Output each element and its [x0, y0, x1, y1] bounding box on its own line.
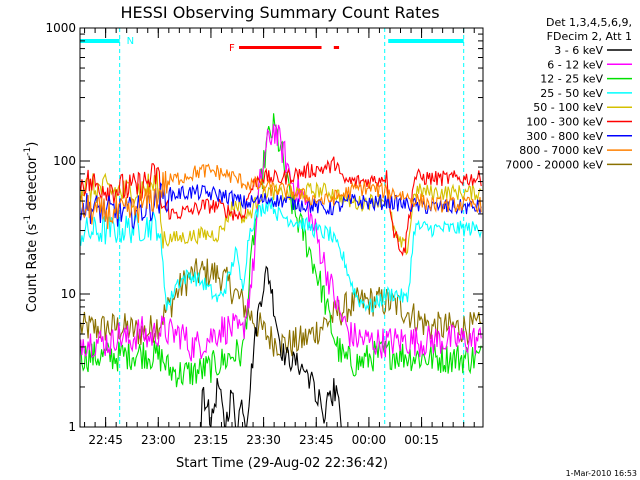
x-tick-label: 23:45 [299, 433, 334, 447]
y-tick-label: 1000 [45, 21, 76, 35]
series-line-800-7000keV [80, 163, 482, 230]
y-axis-title-main: Count Rate (s [25, 224, 40, 313]
legend-entry-label: 800 - 7000 keV [519, 144, 603, 157]
x-tick-label: 23:30 [246, 433, 281, 447]
legend-entry-label: 300 - 800 keV [526, 130, 603, 143]
x-tick-label: 00:00 [352, 433, 387, 447]
y-tick-label: 10 [61, 287, 76, 301]
legend-entry-label: 12 - 25 keV [540, 73, 603, 86]
legend-entry-label: 50 - 100 keV [533, 101, 603, 114]
series-layer [80, 113, 482, 427]
legend-entry-label: 7000 - 20000 keV [505, 158, 603, 171]
legend: Det 1,3,4,5,6,9,FDecim 2, Att 13 - 6 keV… [505, 16, 632, 171]
y-axis-title-sup1: -1 [23, 215, 33, 224]
footer-timestamp: 1-Mar-2010 16:53 [566, 469, 637, 478]
legend-entry-label: 3 - 6 keV [554, 44, 603, 57]
legend-header-line: FDecim 2, Att 1 [547, 30, 632, 43]
y-tick-label: 100 [53, 154, 76, 168]
flare-flag-label: F [229, 43, 235, 54]
x-tick-label: 23:00 [141, 433, 176, 447]
flags-layer: NF [79, 28, 465, 427]
night-flag-bar [388, 39, 464, 43]
y-axis-title: Count Rate (s-1 detector-1) [23, 142, 40, 313]
y-axis-title-end: ) [25, 142, 40, 147]
x-tick-label: 23:15 [194, 433, 229, 447]
series-line-100-300keV [80, 156, 482, 257]
legend-entry-label: 25 - 50 keV [540, 87, 603, 100]
y-axis-title-sup2: -1 [23, 147, 33, 156]
axes-layer: 1 10 100 1000 22:45 23:00 23:15 23:30 23:45 00:00… [45, 21, 483, 447]
series-line-6-12keV [80, 123, 482, 362]
legend-entry-label: 100 - 300 keV [526, 116, 603, 129]
flare-flag-bar [333, 46, 340, 49]
chart-title: HESSI Observing Summary Count Rates [120, 3, 439, 22]
flare-flag-bar [239, 46, 322, 49]
night-flag-bar [80, 39, 120, 43]
x-tick-label: 00:15 [404, 433, 439, 447]
legend-entry-label: 6 - 12 keV [547, 58, 603, 71]
night-flag-label: N [127, 36, 134, 47]
series-line-25-50keV [80, 197, 482, 313]
y-axis-title-mid: detector [25, 155, 40, 215]
legend-header-line: Det 1,3,4,5,6,9, [546, 16, 632, 29]
series-line-50-100keV [80, 168, 482, 256]
y-tick-label: 1 [68, 420, 76, 434]
x-tick-label: 22:45 [88, 433, 123, 447]
plot-frame [79, 27, 484, 428]
x-axis-title: Start Time (29-Aug-02 22:36:42) [176, 456, 388, 471]
